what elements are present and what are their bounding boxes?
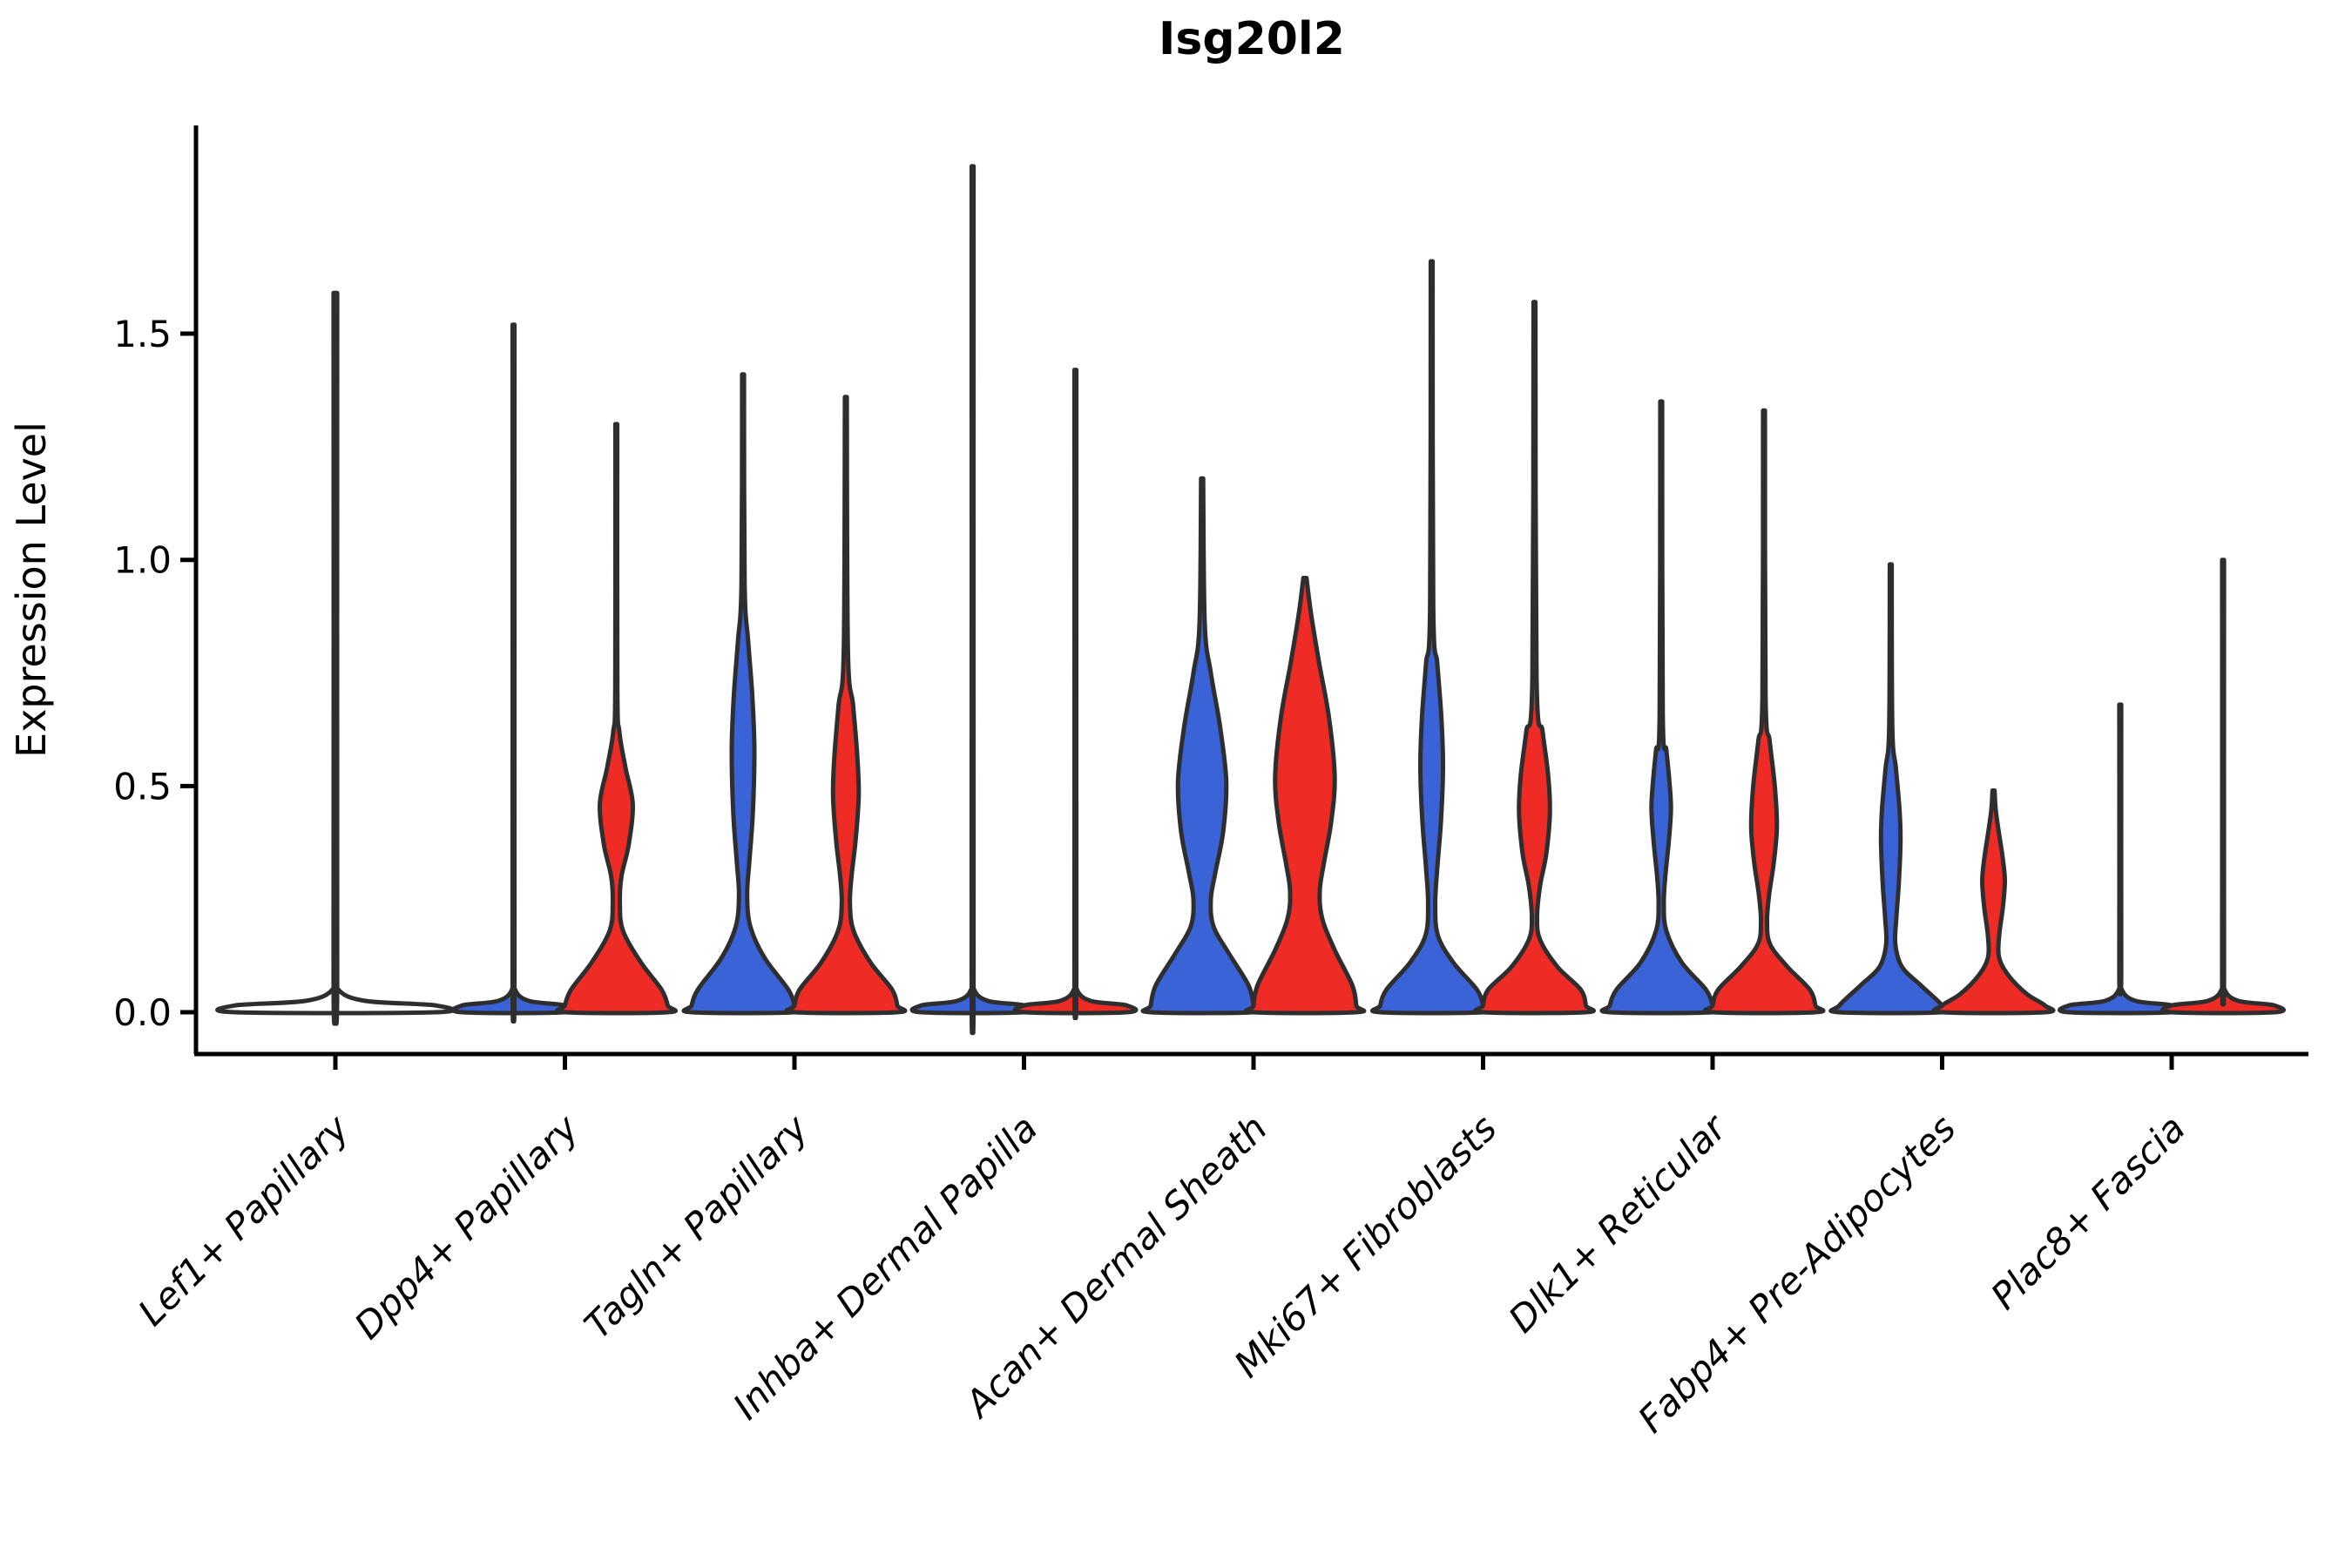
violin-blue-cat5 bbox=[1140, 476, 1264, 1016]
violin-red-cat6 bbox=[1473, 300, 1596, 1016]
x-tick-label-2: Tagln+ Papillary bbox=[576, 1106, 817, 1348]
x-tick-label-0: Lef1+ Papillary bbox=[130, 1106, 358, 1335]
x-tick-label-5: Mki67+ Fibroblasts bbox=[1226, 1106, 1504, 1385]
y-axis-label: Expression Level bbox=[8, 422, 55, 758]
violin-red-cat2 bbox=[555, 422, 678, 1016]
violin-blue-cat4 bbox=[909, 164, 1036, 1036]
violin-red-cat9 bbox=[2160, 558, 2286, 1016]
violin-blue-cat6 bbox=[1370, 259, 1493, 1016]
violins-layer bbox=[215, 164, 2286, 1036]
chart-title: Isg20l2 bbox=[1159, 13, 1345, 65]
violin-single-cat1 bbox=[215, 290, 456, 1026]
violin-blue-cat2 bbox=[450, 322, 577, 1024]
violin-blue-cat9 bbox=[2058, 702, 2183, 1016]
violin-red-cat3 bbox=[784, 395, 908, 1016]
violin-red-cat7 bbox=[1702, 408, 1826, 1016]
x-tick-label-8: Plac8+ Fascia bbox=[1983, 1106, 2193, 1317]
violin-red-cat4 bbox=[1012, 368, 1139, 1021]
y-tick-label-0: 0.0 bbox=[113, 991, 172, 1034]
violin-blue-cat7 bbox=[1599, 399, 1723, 1016]
y-tick-label-3: 1.5 bbox=[113, 313, 172, 355]
violin-red-cat8 bbox=[1931, 788, 2056, 1016]
x-tick-label-1: Dpp4+ Papillary bbox=[346, 1106, 587, 1348]
violin-blue-cat8 bbox=[1828, 562, 1953, 1016]
violin-blue-cat3 bbox=[681, 372, 805, 1016]
violin-red-cat5 bbox=[1243, 576, 1367, 1016]
x-tick-label-6: Dlk1+ Reticular bbox=[1500, 1105, 1736, 1341]
y-tick-label-1: 0.5 bbox=[113, 765, 172, 808]
axes-layer bbox=[180, 125, 2308, 1070]
y-tick-label-2: 1.0 bbox=[113, 539, 172, 582]
